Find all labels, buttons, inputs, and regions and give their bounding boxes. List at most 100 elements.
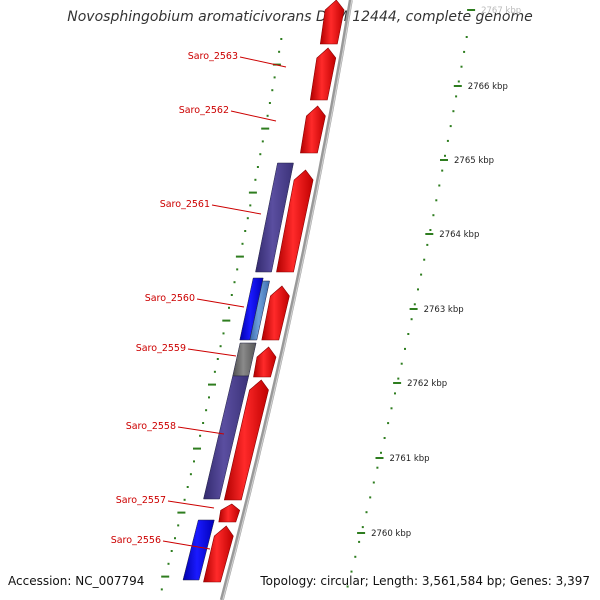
tick-mark xyxy=(205,409,208,412)
gene-label: Saro_2558 xyxy=(126,421,176,432)
scale-tick-minor xyxy=(417,288,419,291)
tick-mark xyxy=(199,434,202,437)
tick-mark xyxy=(189,473,192,476)
scale-label: 2761 kbp xyxy=(390,454,430,464)
gene-label: Saro_2560 xyxy=(145,293,195,304)
scale-tick-minor xyxy=(455,95,458,98)
scale-tick-minor xyxy=(429,229,432,231)
map-title: Novosphingobium aromaticivorans DSM 1244… xyxy=(67,9,533,25)
tick-mark xyxy=(268,102,271,104)
scale-tick-minor xyxy=(438,184,441,187)
scale-tick-minor xyxy=(432,214,435,217)
tick-mark xyxy=(186,486,189,488)
forward-gene-arrow xyxy=(203,525,234,583)
tick-mark xyxy=(261,127,270,130)
scale-tick-major xyxy=(393,382,402,384)
scale-tick-minor xyxy=(376,466,379,469)
genome-backbone-highlight xyxy=(222,0,353,600)
tick-mark xyxy=(248,191,257,194)
gene-leader-line xyxy=(196,298,245,308)
forward-gene-arrow xyxy=(223,379,269,501)
tick-mark xyxy=(222,332,225,335)
forward-gene-arrow xyxy=(309,47,337,101)
scale-tick-minor xyxy=(435,199,438,202)
scale-tick-minor xyxy=(413,303,416,306)
tick-mark xyxy=(161,575,170,578)
tick-mark xyxy=(244,230,247,232)
reverse-gene-block xyxy=(182,519,215,581)
tick-mark xyxy=(256,166,259,168)
scale-tick-minor xyxy=(449,125,452,128)
scale-tick-major xyxy=(375,457,384,459)
gray-gene-block xyxy=(232,342,257,377)
scale-tick-major xyxy=(467,9,476,11)
reverse-gene-block xyxy=(255,162,294,273)
tick-mark xyxy=(266,114,269,117)
scale-tick-minor xyxy=(358,540,361,543)
tick-mark xyxy=(208,383,216,386)
tick-mark xyxy=(167,562,170,565)
genome-summary-text: Topology: circular; Length: 3,561,584 bp… xyxy=(260,574,590,588)
gene-leader-line xyxy=(187,348,237,357)
gene-label: Saro_2561 xyxy=(160,199,210,210)
tick-mark xyxy=(254,178,257,181)
genome-backbone xyxy=(219,0,353,600)
tick-mark xyxy=(170,550,173,552)
scale-tick-major xyxy=(453,85,462,87)
scale-tick-minor xyxy=(354,555,357,558)
tick-mark xyxy=(183,498,186,501)
scale-tick-minor xyxy=(387,422,390,425)
scale-label: 2767 kbp xyxy=(481,6,521,16)
gene-leader-line xyxy=(177,426,225,435)
tick-mark xyxy=(222,319,231,322)
tick-mark xyxy=(174,537,176,540)
scale-label: 2760 kbp xyxy=(371,529,411,539)
tick-mark xyxy=(278,50,281,53)
tick-mark xyxy=(177,511,186,514)
scale-label: 2766 kbp xyxy=(468,82,508,92)
scale-tick-major xyxy=(357,532,366,534)
forward-gene-arrow xyxy=(300,105,326,154)
gene-leader-line xyxy=(239,56,287,68)
forward-gene-arrow xyxy=(218,503,241,523)
tick-mark xyxy=(193,460,195,463)
accession-text: Accession: NC_007794 xyxy=(8,574,145,588)
gene-label: Saro_2563 xyxy=(188,51,238,62)
tick-mark xyxy=(219,345,222,348)
tick-mark xyxy=(249,204,252,207)
scale-tick-minor xyxy=(397,377,400,380)
scale-label: 2763 kbp xyxy=(424,305,464,315)
tick-mark xyxy=(246,217,249,220)
scale-tick-minor xyxy=(452,110,455,113)
gene-label: Saro_2557 xyxy=(116,495,166,506)
scale-tick-minor xyxy=(404,347,406,350)
tick-mark xyxy=(228,306,230,309)
tick-mark xyxy=(160,588,163,591)
scale-tick-minor xyxy=(400,362,403,365)
scale-tick-minor xyxy=(457,80,460,83)
scale-tick-minor xyxy=(407,333,410,335)
scale-tick-major xyxy=(409,308,418,310)
tick-mark xyxy=(280,38,283,40)
scale-tick-minor xyxy=(361,526,364,529)
tick-mark xyxy=(230,294,233,296)
scale-tick-minor xyxy=(410,318,413,321)
tick-mark xyxy=(241,242,244,245)
scale-tick-major xyxy=(440,159,448,161)
scale-tick-major xyxy=(425,233,434,235)
scale-tick-minor xyxy=(446,139,449,142)
gene-label: Saro_2562 xyxy=(179,105,229,116)
scale-tick-minor xyxy=(423,258,426,261)
tick-mark xyxy=(261,140,264,143)
scale-tick-minor xyxy=(444,154,446,157)
forward-gene-arrow xyxy=(253,346,277,378)
scale-tick-minor xyxy=(365,511,368,514)
tick-mark xyxy=(208,396,210,399)
scale-tick-minor xyxy=(372,481,375,484)
scale-label: 2764 kbp xyxy=(439,230,479,240)
scale-tick-minor xyxy=(441,169,444,172)
scale-tick-minor xyxy=(369,496,372,499)
scale-label: 2765 kbp xyxy=(454,156,494,166)
tick-mark xyxy=(233,281,236,284)
